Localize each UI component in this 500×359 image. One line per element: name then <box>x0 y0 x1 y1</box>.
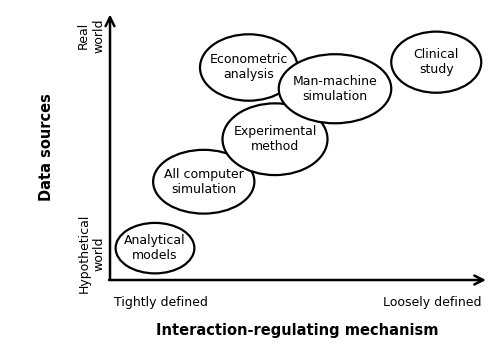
Ellipse shape <box>116 223 194 274</box>
Ellipse shape <box>222 103 328 175</box>
Text: Econometric
analysis: Econometric analysis <box>210 53 288 81</box>
Text: Experimental
method: Experimental method <box>234 125 316 153</box>
Text: Interaction-regulating mechanism: Interaction-regulating mechanism <box>156 322 439 337</box>
Text: Clinical
study: Clinical study <box>414 48 459 76</box>
Text: All computer
simulation: All computer simulation <box>164 168 244 196</box>
Ellipse shape <box>279 54 391 123</box>
Text: Real
world: Real world <box>77 18 105 53</box>
Text: Tightly defined: Tightly defined <box>114 296 208 309</box>
Ellipse shape <box>200 34 298 101</box>
Text: Hypothetical
world: Hypothetical world <box>77 214 105 293</box>
Ellipse shape <box>391 32 481 93</box>
Text: Man-machine
simulation: Man-machine simulation <box>292 75 378 103</box>
Ellipse shape <box>153 150 254 214</box>
Text: Loosely defined: Loosely defined <box>383 296 481 309</box>
Text: Data sources: Data sources <box>38 93 54 201</box>
Text: Analytical
models: Analytical models <box>124 234 186 262</box>
